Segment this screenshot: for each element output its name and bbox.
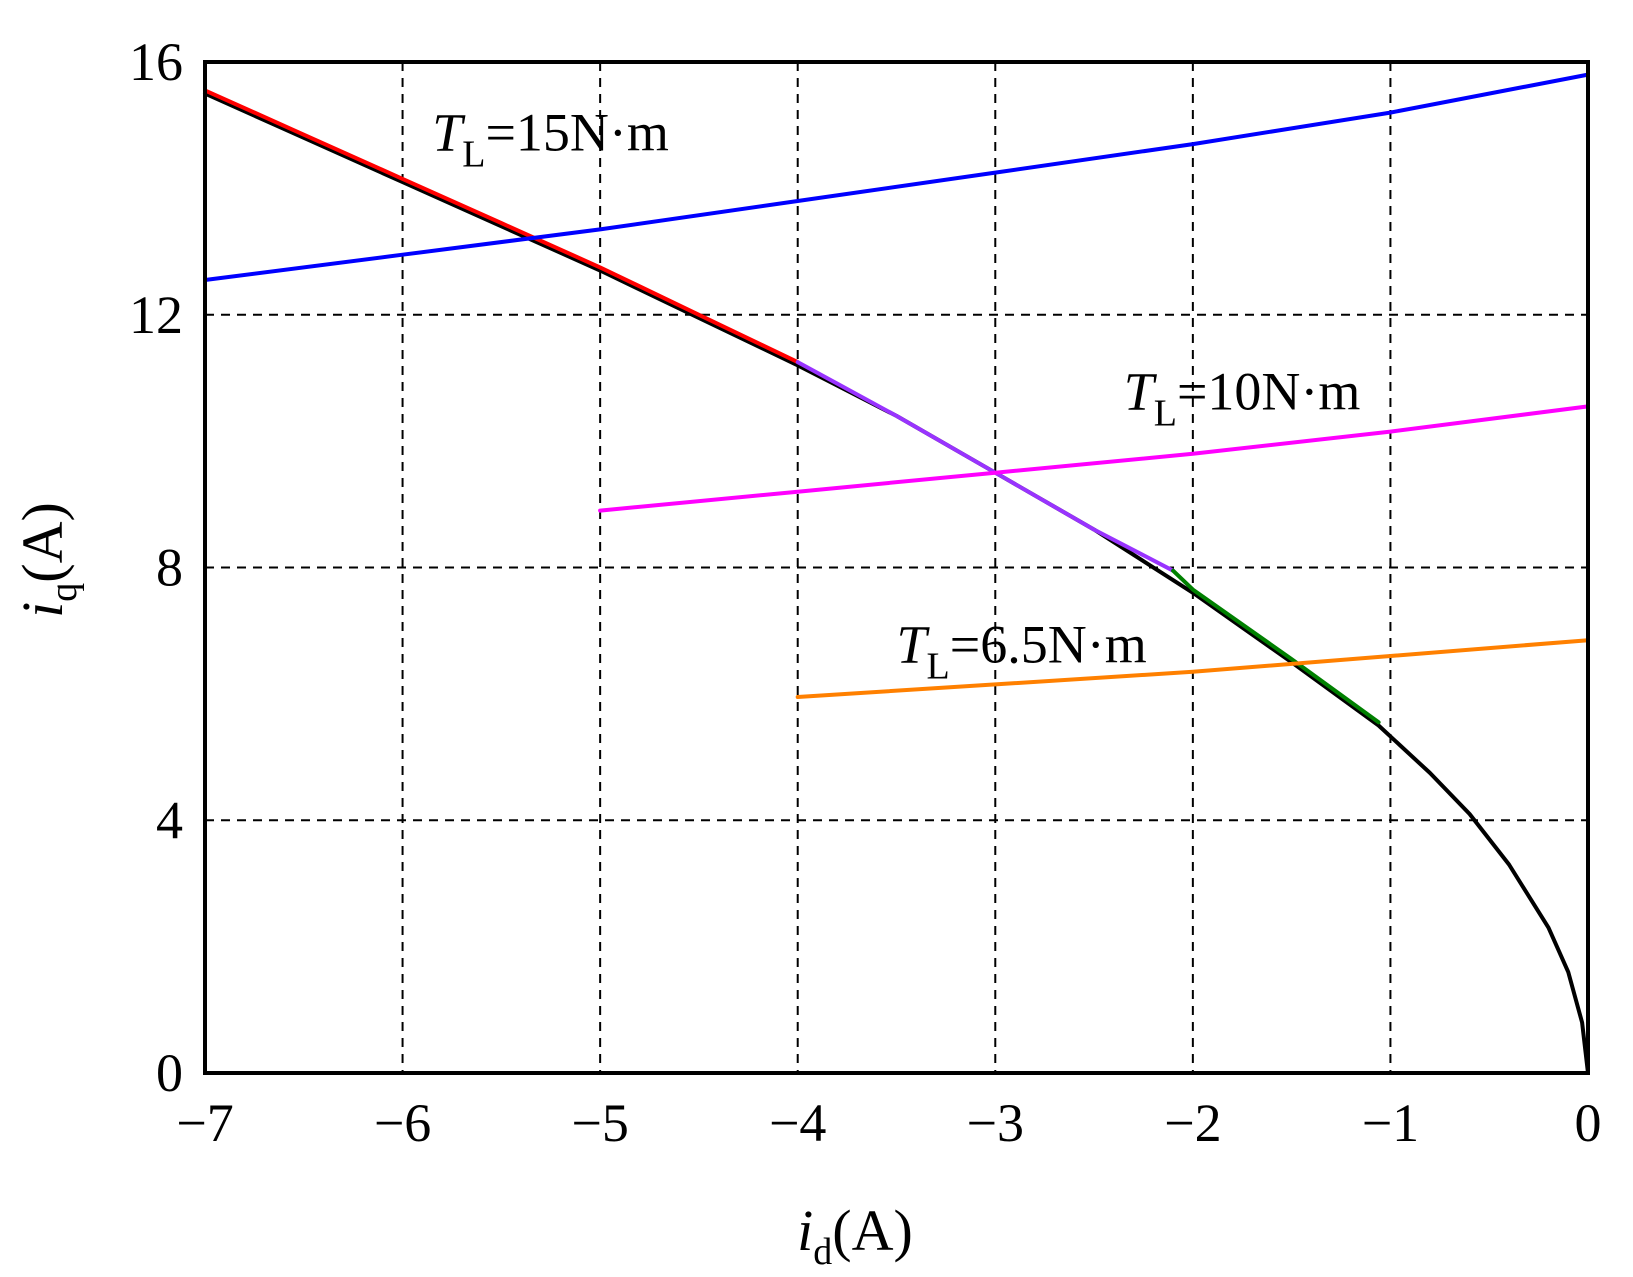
x-axis-title: id(A)	[797, 1198, 913, 1273]
series-line-4	[1171, 568, 1381, 725]
annotation-value: =15N·m	[485, 102, 668, 162]
series-line-1	[203, 91, 1590, 1075]
y-tick-label: 4	[156, 790, 183, 850]
series-line-2	[203, 88, 800, 365]
y-tick-label: 16	[129, 32, 183, 92]
x-tick-label: −6	[374, 1093, 431, 1153]
annotation-subscript: L	[927, 645, 950, 687]
grid	[205, 62, 1588, 1073]
x-tick-label: −5	[571, 1093, 628, 1153]
y-axis-title: iq(A)	[10, 502, 85, 618]
series-line-3	[795, 360, 1176, 573]
x-tick-label: −4	[769, 1093, 826, 1153]
annotation-value: =6.5N·m	[950, 614, 1147, 674]
series-line-7	[795, 638, 1590, 699]
curve-annotation: TL=10N·m	[1124, 362, 1361, 435]
y-tick-label: 8	[156, 538, 183, 598]
x-tick-label: −2	[1164, 1093, 1221, 1153]
y-axis-ticks: 0 4 8 12 16	[129, 32, 183, 1103]
annotation-symbol: T	[432, 102, 466, 162]
series-line-5	[203, 72, 1590, 282]
series-line-6	[598, 404, 1590, 513]
x-tick-label: −7	[176, 1093, 233, 1153]
x-tick-label: 0	[1575, 1093, 1602, 1153]
annotation-subscript: L	[1154, 393, 1177, 435]
annotation-symbol: T	[1124, 362, 1158, 422]
curve-annotation: TL=6.5N·m	[897, 614, 1147, 687]
y-tick-label: 12	[129, 285, 183, 345]
annotation-value: =10N·m	[1177, 362, 1360, 422]
curve-annotation: TL=15N·m	[432, 102, 669, 175]
annotations: TL=15N·mTL=10N·mTL=6.5N·m	[432, 102, 1360, 687]
x-axis-ticks: −7 −6 −5 −4 −3 −2 −1 0	[176, 1093, 1601, 1153]
y-axis-title-group: iq(A)	[10, 502, 85, 618]
y-tick-label: 0	[156, 1043, 183, 1103]
annotation-symbol: T	[897, 614, 931, 674]
series-layer	[203, 72, 1590, 1075]
x-tick-label: −1	[1362, 1093, 1419, 1153]
annotation-subscript: L	[462, 133, 485, 175]
x-tick-label: −3	[967, 1093, 1024, 1153]
plot-frame	[203, 60, 1590, 1075]
